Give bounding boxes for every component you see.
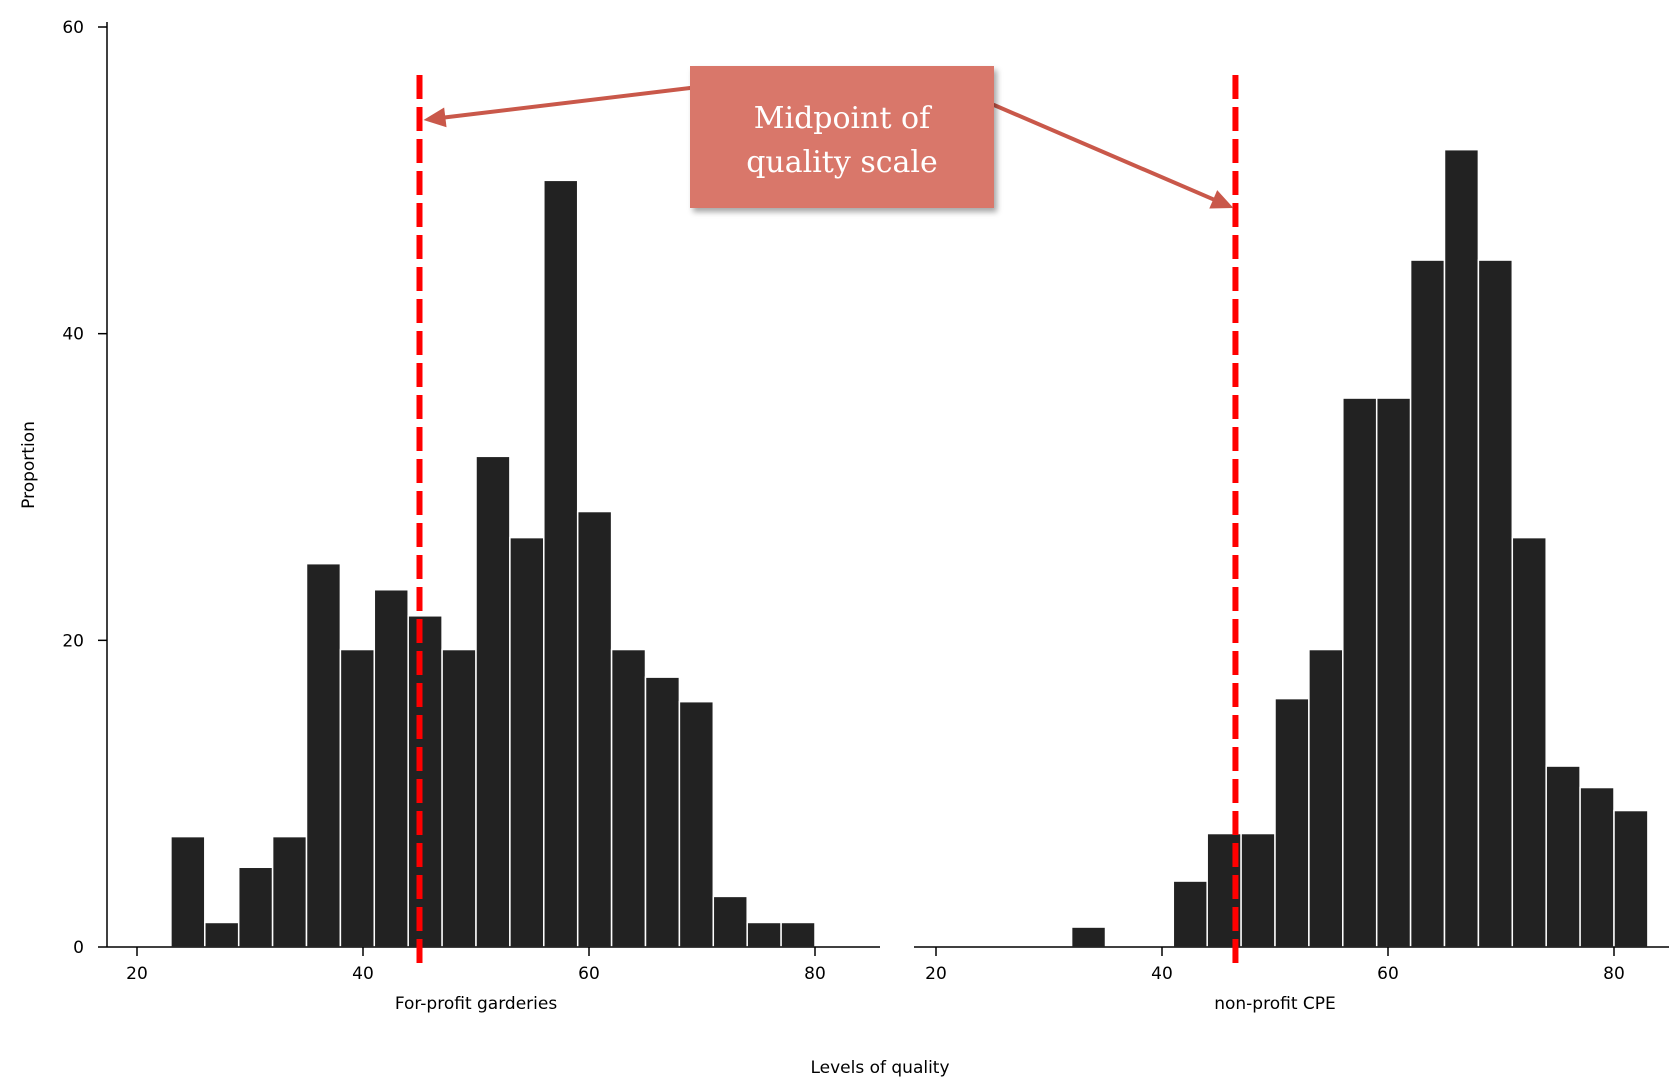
histogram-bar <box>305 562 342 948</box>
x-axis-title: Levels of quality <box>810 1058 949 1078</box>
histogram-bar <box>509 536 545 948</box>
callout-arrowhead-left <box>423 107 447 128</box>
histogram-bar <box>576 510 613 948</box>
x-tick-label: 40 <box>352 964 374 984</box>
histogram-bar <box>373 588 409 948</box>
x-tick-label: 40 <box>1151 964 1173 984</box>
x-tick-label: 80 <box>1603 964 1625 984</box>
histogram-bar <box>543 179 579 948</box>
histogram-bar <box>1274 697 1310 948</box>
callout-arrow-left <box>443 86 692 120</box>
callout-text-line1: Midpoint of <box>754 101 932 136</box>
midpoint-callout: Midpoint of quality scale <box>423 66 1234 209</box>
x-tick-label: 20 <box>925 964 947 984</box>
histogram-bar <box>1172 880 1208 948</box>
histogram-bar <box>170 835 206 948</box>
callout-box <box>690 66 994 208</box>
histogram-bar <box>1545 765 1581 948</box>
histogram-bar <box>1613 809 1649 948</box>
x-tick-label: 20 <box>126 964 148 984</box>
histogram-bar <box>1375 397 1412 948</box>
histogram-bar <box>204 921 240 948</box>
panel-non-profit: 20 40 60 80 non-profit CPE <box>914 148 1669 1014</box>
histogram-bar <box>339 648 376 948</box>
histogram-bar <box>475 455 511 948</box>
histogram-bar <box>610 648 647 948</box>
midpoint-lines <box>416 75 1239 970</box>
histogram-bar <box>678 700 715 948</box>
histogram-bar <box>644 676 681 948</box>
histogram-bar <box>746 921 782 948</box>
callout-arrow-right <box>992 103 1216 202</box>
y-axis-title: Proportion <box>19 421 39 509</box>
histogram-bar <box>441 648 477 948</box>
y-axis: 0 20 40 60 <box>62 18 108 958</box>
histogram-bar <box>1342 397 1378 948</box>
y-tick-label: 40 <box>62 325 84 345</box>
panel-for-profit: 20 40 60 80 For-profit garderies <box>107 179 880 1014</box>
callout-arrowhead-right <box>1209 190 1234 209</box>
y-tick-label: 60 <box>62 18 84 38</box>
histogram-bar <box>1070 926 1107 948</box>
x-tick-label: 60 <box>578 964 600 984</box>
callout-text-line2: quality scale <box>746 145 938 180</box>
y-tick-label: 20 <box>62 631 84 651</box>
histogram-bar <box>271 835 308 948</box>
histogram-bar <box>1409 259 1446 948</box>
histogram-bar <box>1477 259 1514 948</box>
histogram-bar <box>237 866 274 948</box>
histogram-bar <box>1579 786 1615 948</box>
x-tick-label: 60 <box>1377 964 1399 984</box>
chart-panels: 20 40 60 80 For-profit garderies 20 40 60 80 non-… <box>107 148 1669 1014</box>
histogram-bar <box>712 895 748 948</box>
histogram-bar <box>407 615 443 948</box>
histogram-bar <box>1308 648 1344 948</box>
histogram-bar <box>1443 148 1480 948</box>
panel-label: non-profit CPE <box>1214 994 1336 1014</box>
histogram-bar <box>1511 536 1547 948</box>
x-tick-label: 80 <box>804 964 826 984</box>
histogram-bar <box>780 921 816 948</box>
histogram-bar <box>1240 832 1276 948</box>
panel-label: For-profit garderies <box>395 994 558 1014</box>
y-tick-label: 0 <box>73 938 84 958</box>
